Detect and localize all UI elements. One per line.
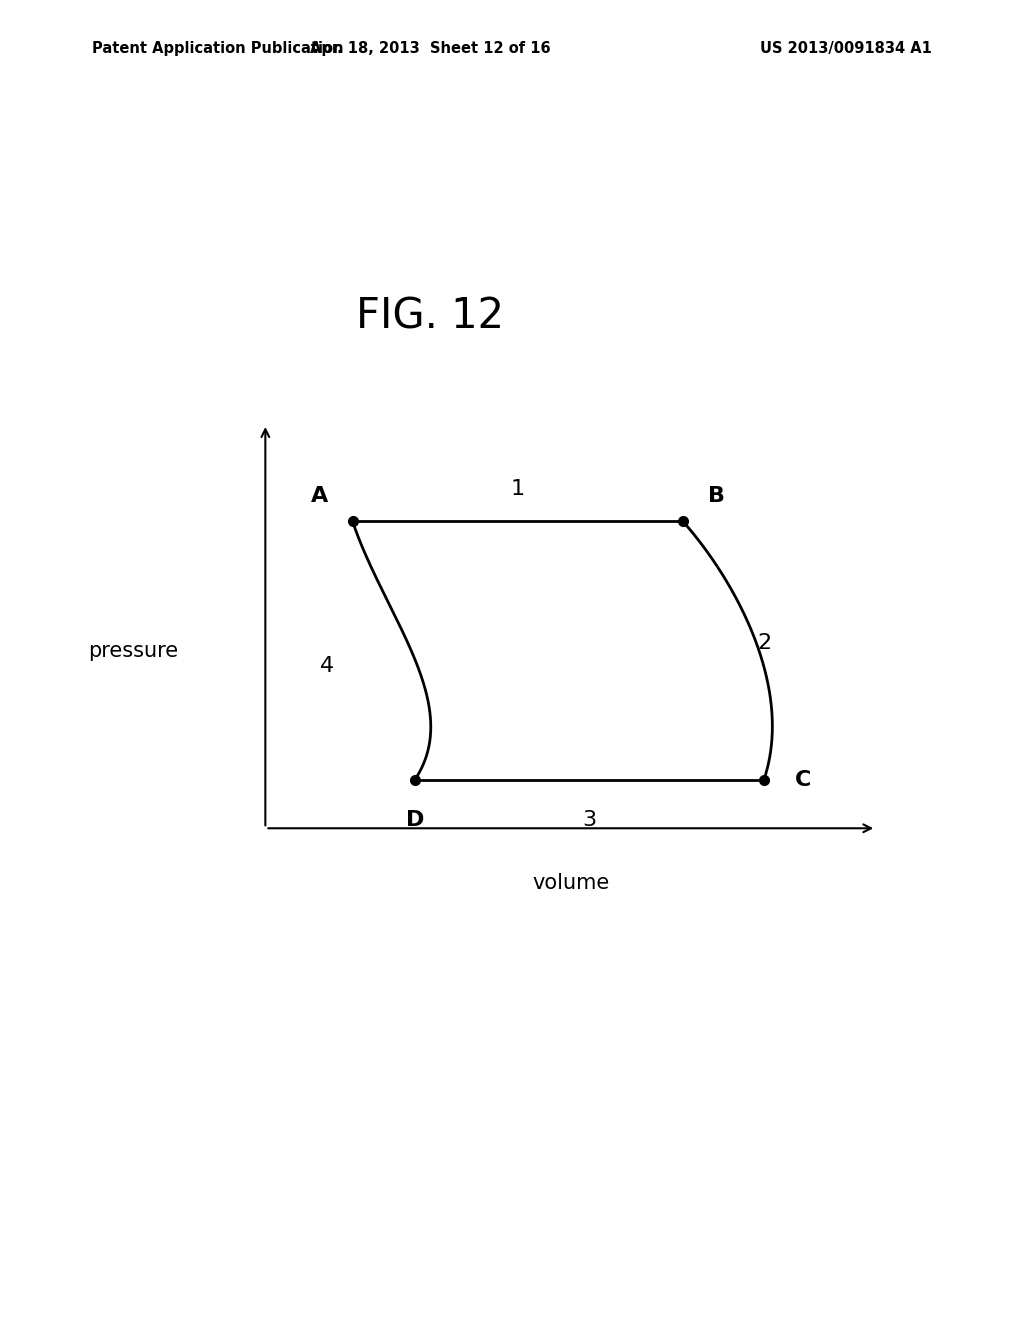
Text: B: B xyxy=(708,487,725,507)
Text: Patent Application Publication: Patent Application Publication xyxy=(92,41,344,57)
Text: pressure: pressure xyxy=(88,640,178,660)
Text: 2: 2 xyxy=(758,634,772,653)
Text: D: D xyxy=(406,809,424,829)
Text: 1: 1 xyxy=(511,479,525,499)
Text: volume: volume xyxy=(532,873,609,894)
Text: C: C xyxy=(796,770,812,789)
Text: 3: 3 xyxy=(583,809,597,829)
Text: US 2013/0091834 A1: US 2013/0091834 A1 xyxy=(760,41,932,57)
Text: FIG. 12: FIG. 12 xyxy=(356,296,504,338)
Text: 4: 4 xyxy=(319,656,334,676)
Text: Apr. 18, 2013  Sheet 12 of 16: Apr. 18, 2013 Sheet 12 of 16 xyxy=(310,41,550,57)
Text: A: A xyxy=(310,487,328,507)
